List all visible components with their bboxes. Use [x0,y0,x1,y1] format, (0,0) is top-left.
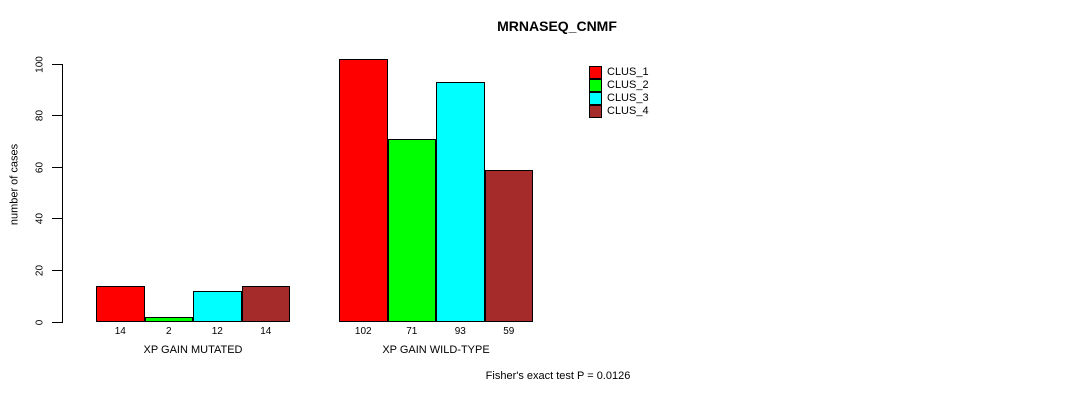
bar-clus_1-1 [96,286,145,322]
legend-item-clus_1: CLUS_1 [589,66,649,79]
legend-swatch-clus_4 [589,105,602,118]
bar-value-label: 102 [354,326,372,337]
bar-value-label: 2 [165,326,172,337]
legend-label: CLUS_3 [607,92,649,104]
y-axis-label: number of cases [8,143,21,226]
legend-swatch-clus_3 [589,92,602,105]
y-tick-label: 100 [34,55,46,73]
legend-item-clus_4: CLUS_4 [589,105,649,118]
legend-swatch-clus_2 [589,79,602,92]
bar-value-label: 71 [406,326,418,337]
y-tick-label: 80 [34,110,46,122]
y-tick-mark [52,63,62,65]
bar-clus_2-1 [144,317,193,322]
y-tick-mark [52,269,62,271]
y-axis-line [62,64,63,323]
legend-label: CLUS_4 [607,105,649,117]
bar-value-label: 59 [503,326,515,337]
bar-clus_1-2 [339,59,388,322]
legend-item-clus_2: CLUS_2 [589,79,649,92]
y-tick-label: 20 [34,264,46,276]
bar-value-label: 14 [260,326,272,337]
bar-clus_4-2 [484,170,533,322]
x-axis-category-label: XP GAIN WILD-TYPE [382,344,490,356]
bar-clus_3-2 [436,82,485,322]
legend-item-clus_3: CLUS_3 [589,92,649,105]
legend-label: CLUS_2 [607,79,649,91]
bar-value-label: 12 [211,326,223,337]
bar-value-label: 14 [114,326,126,337]
y-tick-mark [52,218,62,220]
y-tick-mark [52,115,62,117]
y-tick-label: 40 [34,213,46,225]
legend-label: CLUS_1 [607,66,649,78]
y-tick-label: 0 [34,319,46,325]
bar-clus_2-2 [387,139,436,322]
y-tick-mark [52,166,62,168]
footer-annotation: Fisher's exact test P = 0.0126 [485,370,631,382]
bar-value-label: 93 [454,326,466,337]
chart-title: MRNASEQ_CNMF [497,18,617,34]
y-tick-mark [52,321,62,323]
x-axis-category-label: XP GAIN MUTATED [143,344,243,356]
legend-swatch-clus_1 [589,66,602,79]
y-tick-label: 60 [34,161,46,173]
bar-clus_3-1 [193,291,242,322]
bar-clus_4-1 [241,286,290,322]
